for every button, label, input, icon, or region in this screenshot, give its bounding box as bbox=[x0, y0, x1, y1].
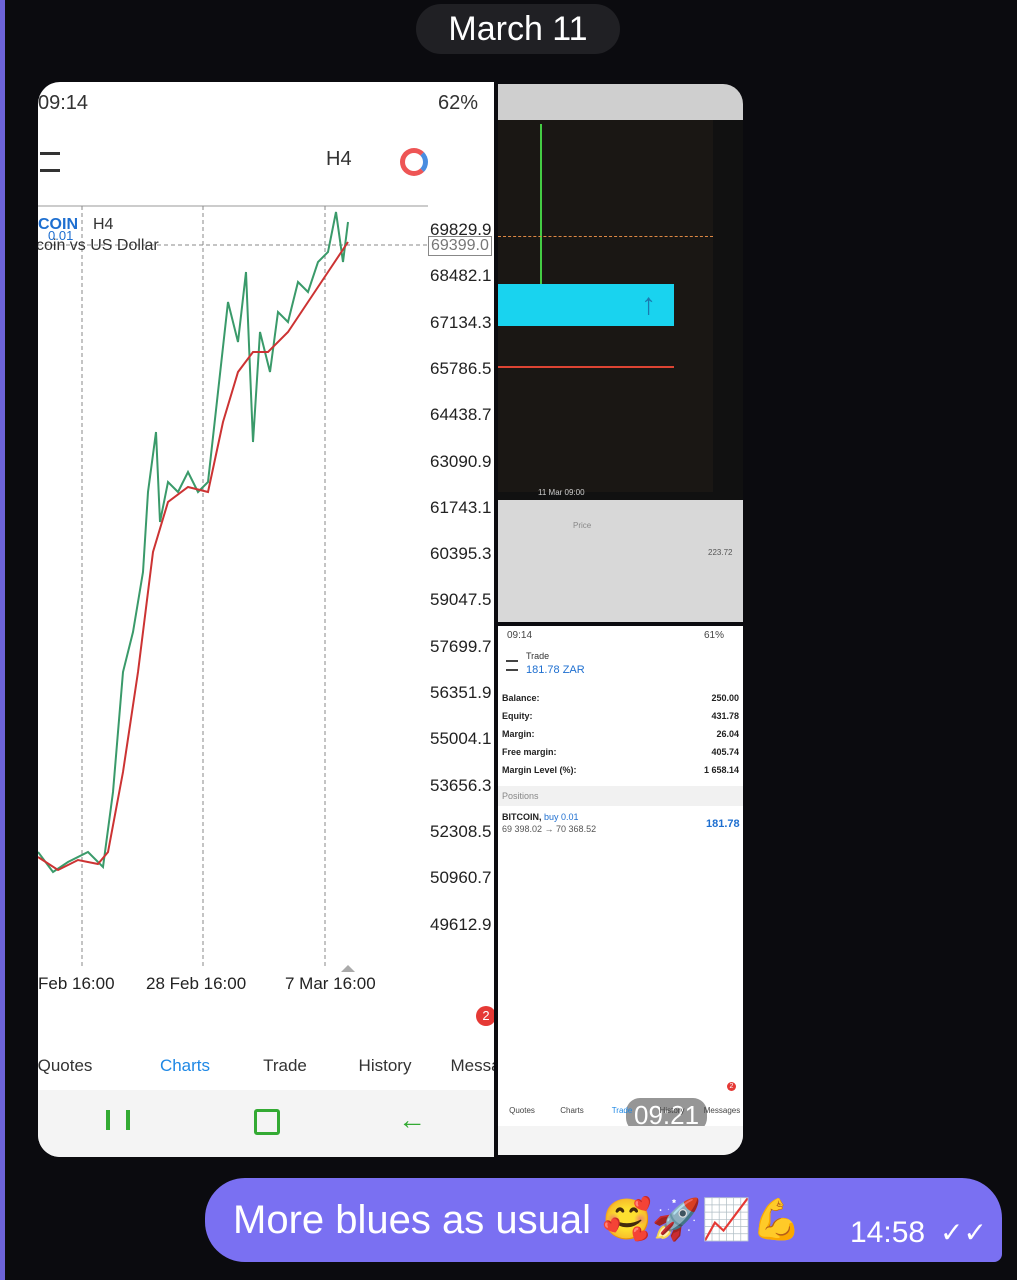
date-pill: March 11 bbox=[416, 4, 620, 54]
price-label: 64438.7 bbox=[430, 405, 492, 425]
system-bar bbox=[498, 1126, 743, 1155]
price-label: 52308.5 bbox=[430, 821, 492, 841]
nav-item[interactable]: Message bbox=[450, 1056, 495, 1075]
price-label: 63090.9 bbox=[430, 451, 492, 471]
price-label: 69829.9 bbox=[430, 220, 492, 239]
nav-item[interactable]: History bbox=[358, 1056, 412, 1075]
chart-lot: 0.01 bbox=[48, 228, 74, 243]
account-value: 431.78 bbox=[711, 711, 739, 721]
nav-item[interactable]: Trade bbox=[263, 1056, 307, 1075]
photo-top bbox=[498, 84, 743, 120]
price-label: 49612.9 bbox=[430, 914, 492, 934]
price-label: 67134.3 bbox=[430, 312, 492, 332]
time-label: 28 Feb 16:00 bbox=[146, 974, 247, 993]
home-button[interactable] bbox=[254, 1109, 280, 1135]
cyan-box: ↑ bbox=[498, 284, 674, 326]
nav-item[interactable]: Quotes bbox=[38, 1056, 93, 1075]
back-button[interactable]: ← bbox=[398, 1104, 426, 1135]
chart-timeframe: H4 bbox=[93, 216, 114, 233]
account-value: 250.00 bbox=[711, 693, 739, 703]
account-label: Equity: bbox=[502, 711, 533, 721]
trade-subtitle: 181.78 ZAR bbox=[526, 664, 585, 676]
price-label: 65786.5 bbox=[430, 358, 492, 378]
chart-area bbox=[38, 205, 428, 972]
price-label: 53656.3 bbox=[430, 775, 492, 795]
photo-bottom bbox=[498, 500, 743, 622]
timeframe-button[interactable]: H4 bbox=[326, 148, 352, 170]
orange-line bbox=[498, 236, 713, 238]
time-label: 7 Mar 16:00 bbox=[285, 974, 376, 993]
price-label: 57699.7 bbox=[430, 636, 492, 656]
photo-value: 223.72 bbox=[708, 548, 733, 557]
system-bar bbox=[38, 1090, 494, 1157]
current-price: 69399.0 bbox=[428, 236, 492, 256]
nav-item[interactable]: Quotes bbox=[509, 1106, 535, 1115]
nav-item[interactable]: Charts bbox=[159, 1056, 211, 1075]
status-battery: 62% bbox=[438, 92, 479, 114]
price-label: 59047.5 bbox=[430, 590, 492, 610]
left-strip bbox=[0, 0, 5, 1280]
message-bubble: More blues as usual 🥰🚀📈💪 14:58 ✓✓ bbox=[205, 1178, 1002, 1262]
status-time: 09:14 bbox=[507, 630, 533, 641]
recents-button[interactable] bbox=[106, 1110, 130, 1130]
positions-header: Positions bbox=[502, 791, 539, 801]
nav-item[interactable]: Charts bbox=[560, 1106, 584, 1115]
account-label: Margin Level (%): bbox=[502, 765, 577, 775]
account-value: 26.04 bbox=[716, 729, 739, 739]
nav-item[interactable]: History bbox=[659, 1106, 685, 1115]
positions-bar bbox=[498, 786, 743, 806]
status-time: 09:14 bbox=[38, 92, 89, 114]
price-label: 55004.1 bbox=[430, 729, 492, 749]
nav-badge: 2 bbox=[476, 1006, 494, 1026]
price-label: 61743.1 bbox=[430, 497, 492, 517]
account-value: 405.74 bbox=[711, 747, 739, 757]
price-label: 56351.9 bbox=[430, 683, 492, 702]
chart-symbol: COIN bbox=[38, 216, 78, 233]
status-battery: 61% bbox=[704, 630, 725, 641]
color-icon[interactable] bbox=[400, 148, 428, 176]
message-time: 14:58 bbox=[850, 1216, 926, 1249]
read-checks: ✓✓ bbox=[940, 1217, 987, 1248]
trade-title: Trade bbox=[526, 651, 550, 661]
photo-time-label: 11 Mar 09:00 bbox=[538, 488, 585, 497]
position-symbol: BITCOIN, bbox=[502, 812, 542, 822]
price-label: 68482.1 bbox=[430, 266, 492, 286]
position-side: buy 0.01 bbox=[544, 812, 579, 822]
account-label: Margin: bbox=[502, 729, 535, 739]
red-line bbox=[498, 366, 674, 368]
menu-icon[interactable] bbox=[40, 152, 60, 172]
account-label: Balance: bbox=[502, 693, 540, 703]
trade-screenshot: 09:14 61% Trade 181.78 ZAR Positions BIT… bbox=[498, 626, 743, 1155]
position-prices: 69 398.02 → 70 368.52 bbox=[502, 824, 597, 834]
price-label: 60395.3 bbox=[430, 544, 492, 564]
nav-item[interactable]: Trade bbox=[611, 1106, 633, 1115]
price-label: 50960.7 bbox=[430, 868, 492, 888]
chart-description: coin vs US Dollar bbox=[38, 237, 159, 254]
menu-icon[interactable] bbox=[506, 660, 518, 671]
photo-screenshot: ↑ 11 Mar 09:00 Price 223.72 bbox=[498, 84, 743, 622]
account-label: Free margin: bbox=[502, 747, 557, 757]
time-label: Feb 16:00 bbox=[38, 974, 115, 993]
green-line bbox=[540, 124, 542, 284]
nav-item[interactable]: Messages bbox=[703, 1106, 741, 1115]
account-value: 1 658.14 bbox=[703, 765, 739, 775]
position-profit: 181.78 bbox=[706, 818, 740, 830]
message-text: More blues as usual 🥰🚀📈💪 bbox=[233, 1198, 802, 1242]
nav-badge: 2 bbox=[727, 1082, 736, 1091]
photo-price-header: Price bbox=[573, 521, 592, 530]
chart-screenshot: 09:14 62% H4 COIN H4 0.01 coin vs US Dol… bbox=[38, 82, 494, 1157]
